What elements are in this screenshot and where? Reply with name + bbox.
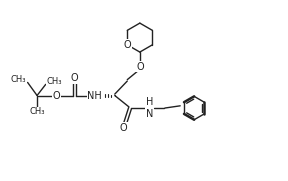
Text: O: O — [71, 73, 78, 83]
Text: CH₃: CH₃ — [47, 77, 62, 86]
Text: O: O — [124, 40, 131, 50]
Text: H
N: H N — [146, 97, 153, 119]
Text: CH₃: CH₃ — [11, 75, 26, 84]
Text: NH: NH — [87, 90, 102, 100]
Text: O: O — [136, 62, 144, 71]
Text: O: O — [53, 90, 60, 100]
Text: CH₃: CH₃ — [29, 108, 45, 116]
Text: O: O — [120, 123, 127, 133]
